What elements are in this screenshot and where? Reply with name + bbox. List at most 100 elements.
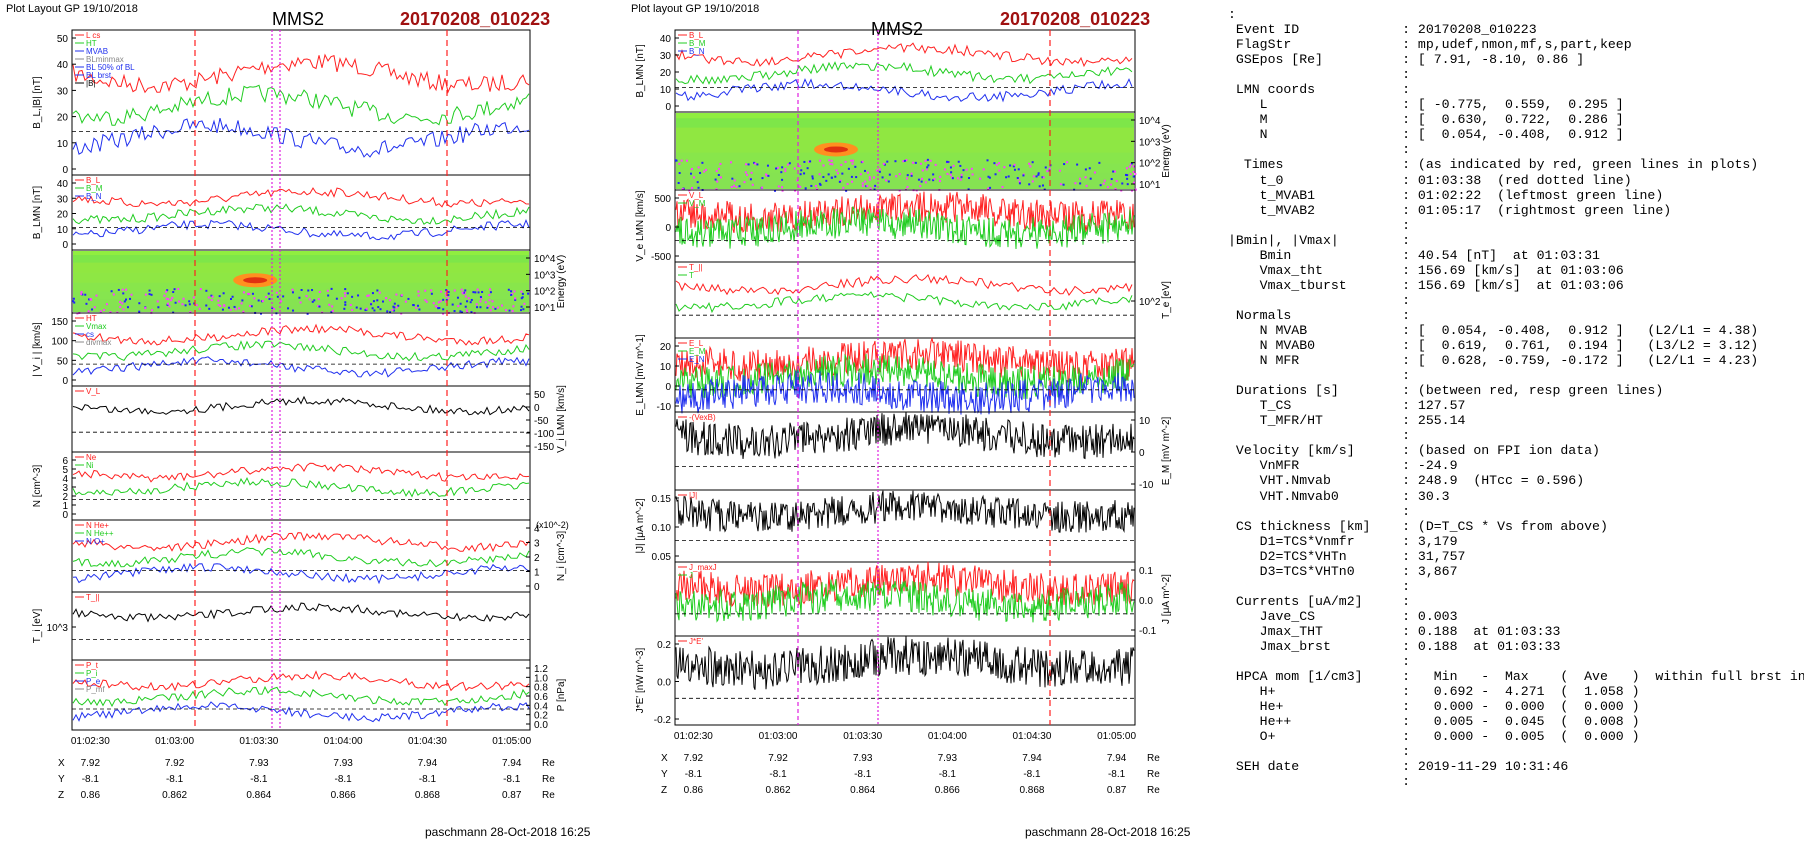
legend-entry: HT bbox=[86, 314, 97, 323]
spectrogram-pixel bbox=[1059, 183, 1062, 186]
spectrogram-pixel bbox=[510, 290, 513, 293]
y-tick-label: 10 bbox=[57, 225, 69, 236]
y-tick-label: 500 bbox=[654, 194, 671, 205]
spectrogram-pixel bbox=[512, 305, 515, 308]
time-tick-label: 01:02:30 bbox=[71, 736, 110, 747]
y-tick-label: 10^1 bbox=[1139, 180, 1161, 191]
spectrogram-pixel bbox=[701, 161, 704, 164]
spectrogram-pixel bbox=[703, 170, 706, 173]
spectrogram-pixel bbox=[172, 291, 175, 294]
info-line: Event ID : 20170208_010223 bbox=[1235, 22, 1537, 38]
spectrogram-pixel bbox=[318, 290, 321, 293]
spectrogram-pixel bbox=[438, 306, 441, 309]
legend-entry: P_e bbox=[86, 677, 101, 686]
y-tick-label: 50 bbox=[57, 356, 69, 367]
spectrogram-pixel bbox=[271, 307, 274, 310]
panel: 10 0 -10 E_M [mV m^-2] -(VexB) bbox=[674, 411, 1172, 491]
series-line bbox=[675, 561, 1135, 608]
y-tick-label: 0 bbox=[62, 165, 68, 176]
panel: 10^2 T_e [eV] T_||T bbox=[674, 261, 1172, 339]
y-tick-label: 20 bbox=[57, 210, 69, 221]
spectrogram-pixel bbox=[386, 310, 389, 313]
spectrogram-pixel bbox=[799, 185, 802, 188]
spectrogram-pixel bbox=[732, 184, 735, 187]
y-tick-label: 10^4 bbox=[1139, 116, 1161, 127]
spectrogram-pixel bbox=[810, 184, 813, 187]
spectrogram-pixel bbox=[895, 175, 898, 178]
spectrogram-pixel bbox=[910, 174, 913, 177]
spectrogram-pixel bbox=[469, 301, 472, 304]
spectrogram-pixel bbox=[211, 295, 214, 298]
position-unit: Re bbox=[1147, 769, 1160, 780]
legend-entry: B_M bbox=[689, 39, 706, 48]
spectrogram-pixel bbox=[1120, 189, 1123, 192]
spectrogram-pixel bbox=[412, 303, 415, 306]
spectrogram-pixel bbox=[327, 294, 330, 297]
spectrogram-pixel bbox=[484, 301, 487, 304]
spectrogram-pixel bbox=[1044, 166, 1047, 169]
spectrogram-pixel bbox=[1132, 175, 1135, 178]
spectrogram-pixel bbox=[157, 306, 160, 309]
spectrogram-pixel bbox=[797, 185, 800, 188]
spectrogram-pixel bbox=[504, 309, 507, 312]
legend-entry: N He++ bbox=[86, 529, 114, 538]
spectrogram-pixel bbox=[76, 312, 79, 315]
spectrogram-pixel bbox=[986, 159, 989, 162]
spectrogram-pixel bbox=[217, 299, 220, 302]
y-tick-label: 5 bbox=[62, 465, 68, 476]
spectrogram-pixel bbox=[888, 173, 891, 176]
spectrogram-pixel bbox=[465, 309, 468, 312]
legend-entry: E_N bbox=[689, 355, 705, 364]
legend-entry: T_|| bbox=[689, 263, 703, 272]
spectrogram-pixel bbox=[1121, 182, 1124, 185]
spectrogram-pixel bbox=[902, 160, 905, 163]
spectrogram-pixel bbox=[93, 306, 96, 309]
spectrogram-pixel bbox=[445, 289, 448, 292]
spectrogram-pixel bbox=[949, 173, 952, 176]
spectrogram-pixel bbox=[861, 160, 864, 163]
spectrogram-pixel bbox=[514, 297, 517, 300]
spectrogram-pixel bbox=[835, 169, 838, 172]
spectrogram-pixel bbox=[822, 164, 825, 167]
spectrogram-pixel bbox=[229, 308, 232, 311]
spectrogram-pixel bbox=[84, 293, 87, 296]
spectrogram-pixel bbox=[928, 178, 931, 181]
spectrogram-pixel bbox=[447, 291, 450, 294]
spectrogram-pixel bbox=[934, 163, 937, 166]
spectrogram-pixel bbox=[887, 180, 890, 183]
spectrogram-pixel bbox=[195, 304, 198, 307]
spectrogram-pixel bbox=[299, 301, 302, 304]
spectrogram-pixel bbox=[130, 293, 133, 296]
spectrogram-pixel bbox=[305, 295, 308, 298]
spectrogram-pixel bbox=[207, 296, 210, 299]
spectrogram-pixel bbox=[317, 298, 320, 301]
spectrogram-pixel bbox=[804, 187, 807, 190]
spectrogram-pixel bbox=[335, 297, 338, 300]
spectrogram-pixel bbox=[365, 307, 368, 310]
info-line: : bbox=[1402, 217, 1411, 233]
info-line: Jave_CS : 0.003 bbox=[1259, 608, 1458, 624]
y-tick-label: 0 bbox=[665, 223, 671, 234]
spectrogram-pixel bbox=[1126, 177, 1129, 180]
spectrogram-pixel bbox=[987, 187, 990, 190]
spectrogram-pixel bbox=[475, 303, 478, 306]
y-tick-label: -50 bbox=[534, 416, 549, 427]
spectrogram-pixel bbox=[300, 289, 303, 292]
spectrogram-pixel bbox=[993, 162, 996, 165]
position-value: -8.1 bbox=[503, 774, 521, 785]
y-axis-label: P [nPa] bbox=[556, 678, 567, 711]
spectrogram-pixel bbox=[956, 177, 959, 180]
panel-frame bbox=[71, 591, 531, 661]
y-tick-label: 0.2 bbox=[657, 640, 671, 651]
position-value: 7.92 bbox=[165, 758, 185, 769]
series-line bbox=[72, 562, 530, 585]
position-value: -8.1 bbox=[854, 769, 872, 780]
spectrogram-pixel bbox=[103, 308, 106, 311]
spectrogram-pixel bbox=[479, 295, 482, 298]
info-line: HPCA mom [1/cm3] : Min - Max ( Ave ) wit… bbox=[1235, 669, 1804, 685]
info-line: : bbox=[1402, 503, 1411, 519]
spectrogram-pixel bbox=[489, 309, 492, 312]
spectrogram-pixel bbox=[442, 312, 445, 315]
legend-entry: B_N bbox=[86, 192, 102, 201]
